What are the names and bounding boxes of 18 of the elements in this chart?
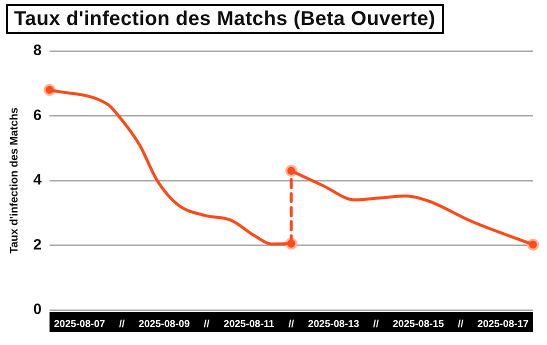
- y-tick-label: 6: [33, 106, 42, 124]
- x-tick-label: 2025-08-17: [477, 318, 530, 330]
- chart-title: Taux d'infection des Matchs (Beta Ouverte): [6, 4, 444, 34]
- x-tick-label: 2025-08-09: [138, 318, 190, 330]
- y-tick-label: 4: [33, 172, 42, 189]
- x-tick-label: //: [288, 318, 294, 330]
- y-tick-label: 8: [33, 42, 42, 60]
- y-tick-label: 2: [33, 236, 42, 254]
- x-tick-label: 2025-08-13: [308, 318, 360, 330]
- y-axis-title: Taux d'infection des Matchs: [8, 107, 21, 254]
- x-tick-label: 2025-08-15: [392, 318, 444, 330]
- y-tick-label: 0: [33, 301, 42, 318]
- x-tick-label: //: [204, 318, 210, 330]
- x-tick-label: //: [458, 318, 464, 330]
- x-tick-label: //: [373, 318, 379, 330]
- x-tick-label: 2025-08-07: [54, 318, 106, 330]
- x-tick-label: 2025-08-11: [224, 318, 275, 330]
- x-tick-label: //: [119, 318, 125, 330]
